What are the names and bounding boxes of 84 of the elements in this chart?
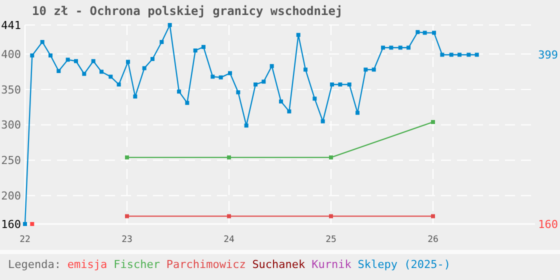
point: [364, 68, 368, 72]
point: [329, 214, 333, 218]
point: [30, 53, 34, 58]
point: [416, 30, 420, 34]
point: [312, 96, 317, 101]
text: Fischer: [114, 258, 160, 271]
point: [228, 71, 232, 76]
point: [304, 68, 308, 72]
point: [458, 52, 462, 57]
point: [466, 52, 471, 57]
point: [56, 69, 61, 74]
point: [142, 66, 146, 70]
point: [449, 52, 454, 57]
point: [406, 46, 411, 50]
point: [389, 46, 394, 50]
point: [296, 32, 300, 37]
point: [116, 82, 121, 86]
point: [338, 82, 342, 86]
text: emisja: [67, 258, 108, 271]
y-tick-label: 250: [1, 154, 21, 168]
x-tick-label: 22: [20, 235, 30, 245]
point: [440, 52, 444, 57]
point: [210, 74, 215, 79]
point: [356, 110, 360, 115]
text: Parchimowicz: [166, 258, 246, 271]
point: [372, 68, 376, 72]
text: Sklepy (2025-): [358, 258, 451, 271]
point: [82, 72, 86, 76]
y-tick-label: 160: [1, 218, 21, 231]
point: [150, 56, 154, 61]
point: [381, 46, 386, 50]
point: [108, 74, 113, 79]
point: [100, 70, 104, 74]
point: [227, 214, 231, 218]
point: [422, 30, 427, 35]
x-tick-label: 25: [326, 235, 336, 245]
y-tick-label: 350: [1, 83, 21, 96]
point: [287, 109, 292, 114]
point: [262, 80, 266, 84]
point: [125, 214, 129, 218]
chart-title: 10 zł - Ochrona polskiej granicy wschodniej: [32, 4, 343, 18]
point: [236, 90, 240, 94]
legend-label: Kurnik: [312, 258, 352, 271]
point: [347, 82, 352, 86]
y-tick-label: 441: [1, 18, 21, 32]
point: [320, 119, 325, 124]
point: [330, 82, 334, 86]
point: [160, 40, 164, 44]
point: [168, 23, 172, 27]
legend-title: Legenda:: [8, 258, 61, 271]
y-tick-label: 300: [1, 118, 21, 132]
point: [40, 40, 44, 44]
x-tick-label: 24: [224, 235, 234, 245]
point: [66, 58, 70, 62]
text: 399: [538, 48, 558, 62]
text: 160: [538, 218, 558, 231]
point: [431, 214, 435, 218]
point: [432, 30, 436, 35]
point: [185, 100, 190, 105]
point: [177, 90, 182, 94]
point: [91, 59, 96, 64]
point: [202, 44, 206, 49]
x-tick-label: 23: [122, 235, 132, 245]
point: [193, 48, 198, 52]
point: [125, 155, 129, 160]
x-tick-label: 26: [428, 235, 438, 245]
point: [23, 222, 27, 226]
point: [126, 60, 130, 64]
point: [74, 59, 78, 64]
point: [244, 124, 248, 128]
point: [431, 120, 435, 124]
y-tick-label: 400: [1, 48, 21, 61]
point: [227, 155, 231, 160]
point: [218, 75, 223, 80]
point: [133, 94, 138, 99]
point: [48, 53, 52, 58]
point: [254, 82, 258, 86]
point: [329, 155, 333, 160]
point: [474, 52, 479, 57]
point: [270, 64, 274, 68]
point: [279, 99, 284, 104]
y-tick-label: 200: [1, 190, 21, 203]
point: [398, 46, 402, 50]
legend-label: Suchanek: [252, 258, 306, 271]
